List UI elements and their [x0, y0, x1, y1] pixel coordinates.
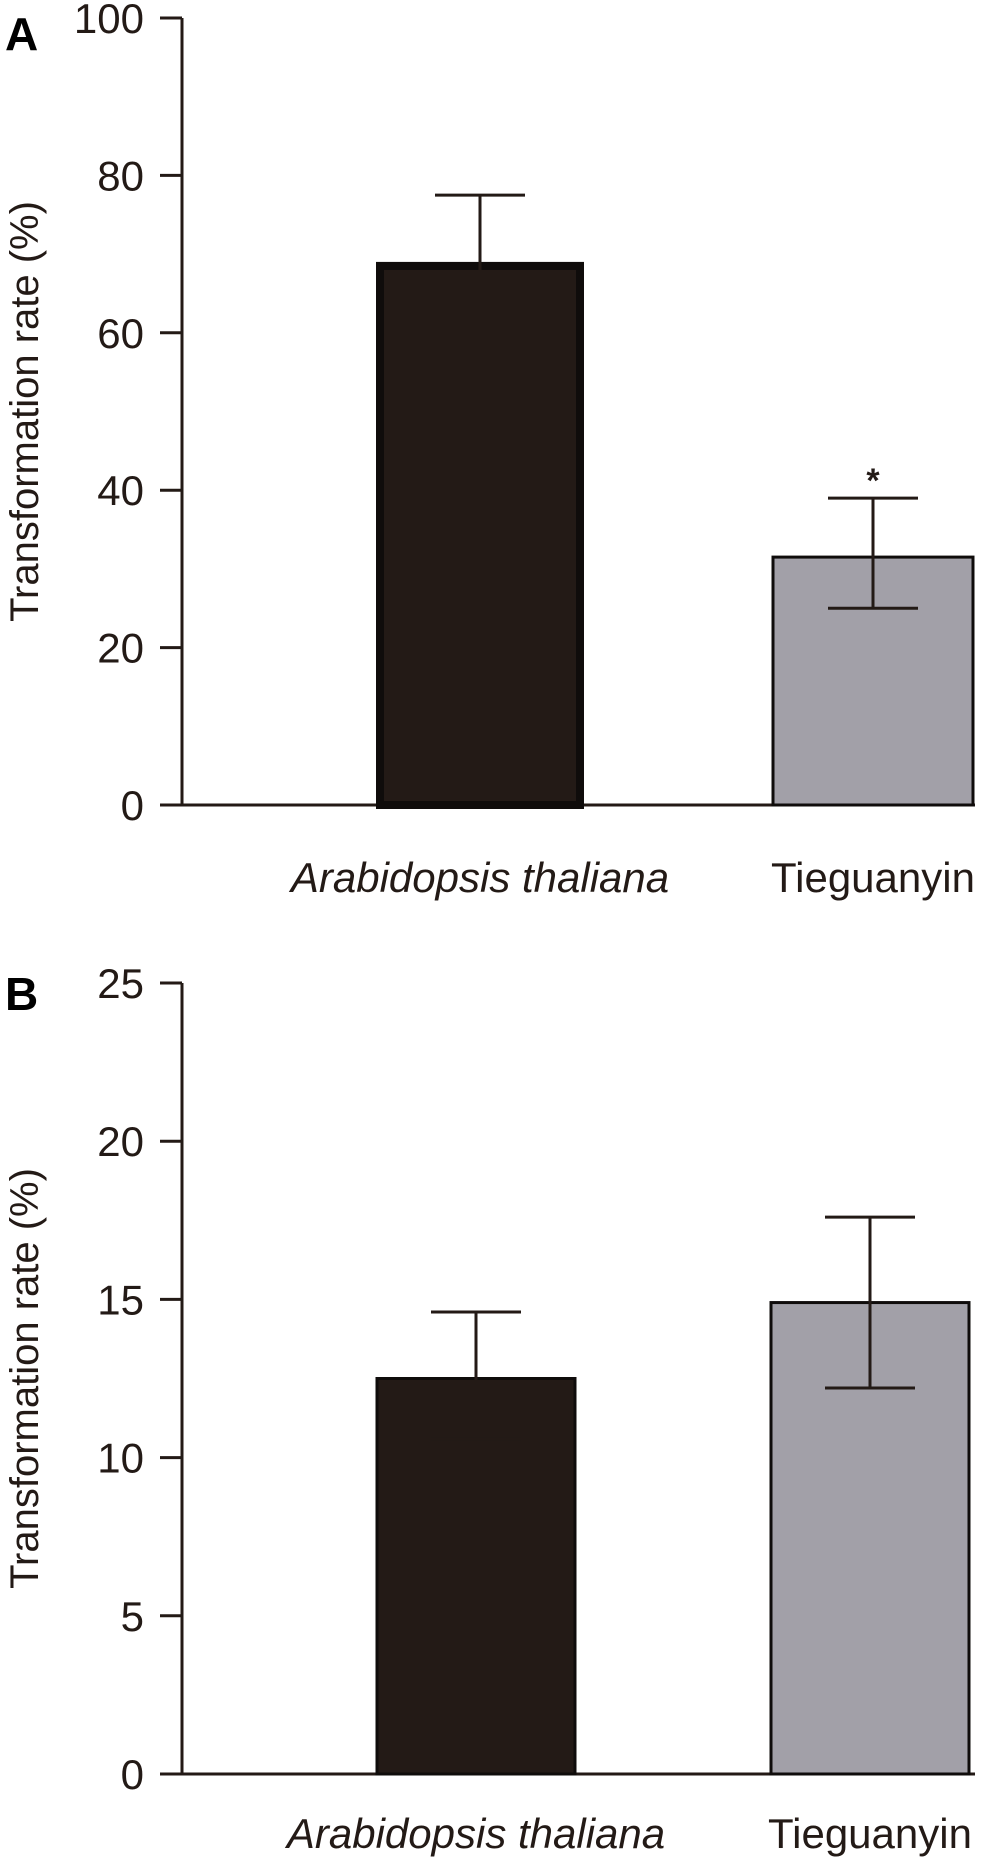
y-tick-label: 60 [97, 310, 144, 357]
bar [375, 1377, 577, 1776]
y-tick-label: 10 [97, 1435, 144, 1482]
panel-b: B 0 5 10 15 20 25 Transformation rate (%) Arabid… [3, 960, 975, 1857]
x-category-label: Arabidopsis thaliana [288, 854, 669, 901]
y-tick-label: 100 [74, 0, 144, 42]
panel-label: A [5, 8, 38, 60]
panel-a: A 0 20 40 60 80 100 Transformation rate (%) Arab… [3, 0, 975, 901]
y-tick-label: 5 [121, 1593, 144, 1640]
y-tick-label: 80 [97, 152, 144, 199]
y-tick-label: 0 [121, 1751, 144, 1798]
bar [376, 261, 584, 809]
y-tick-label: 20 [97, 625, 144, 672]
y-tick-label: 40 [97, 467, 144, 514]
panel-label: B [5, 968, 38, 1020]
significance-marker: * [866, 462, 880, 500]
y-axis-title: Transformation rate (%) [3, 201, 47, 622]
y-axis-title: Transformation rate (%) [3, 1168, 47, 1589]
x-category-label: Arabidopsis thaliana [284, 1810, 665, 1857]
x-category-label: Tieguanyin [771, 854, 975, 901]
y-tick-label: 25 [97, 960, 144, 1007]
x-category-label: Tieguanyin [768, 1810, 972, 1857]
y-tick-label: 15 [97, 1276, 144, 1323]
y-tick-label: 20 [97, 1118, 144, 1165]
y-tick-label: 0 [121, 782, 144, 829]
